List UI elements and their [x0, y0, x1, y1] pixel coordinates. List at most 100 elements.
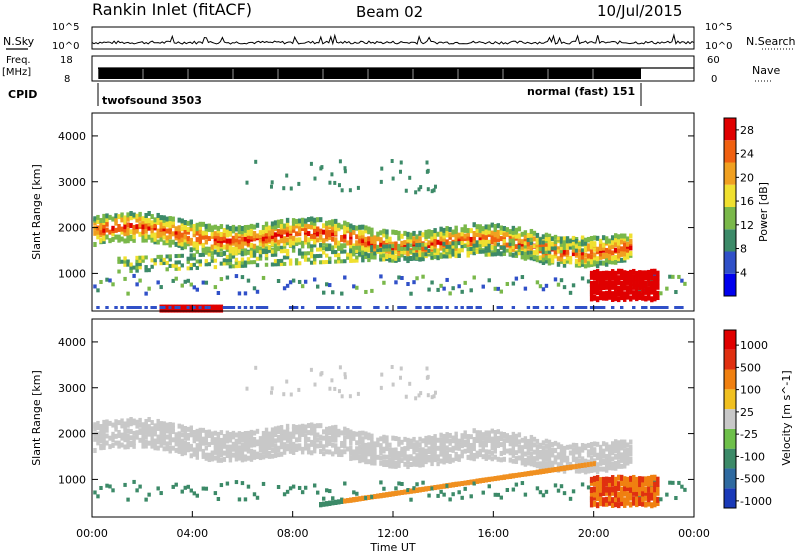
power-cell — [328, 259, 332, 264]
velocity-cell — [309, 367, 313, 372]
velocity-cell — [604, 486, 609, 493]
velocity-cell — [427, 454, 431, 460]
power-cell — [135, 228, 139, 234]
power-cell — [162, 257, 166, 262]
power-cell — [309, 247, 314, 252]
power-cell — [490, 222, 494, 228]
power-cell — [535, 280, 540, 285]
power-cell — [427, 229, 431, 235]
colorbar-tick-label: 28 — [740, 124, 754, 137]
power-cell — [592, 306, 597, 309]
power-cell — [261, 306, 266, 309]
power-cell — [144, 228, 148, 234]
velocity-cell — [583, 458, 588, 464]
velocity-cell — [466, 434, 470, 440]
velocity-cell — [499, 442, 504, 448]
velocity-cell — [583, 469, 588, 475]
velocity-cell — [132, 418, 136, 424]
power-cell — [442, 238, 446, 244]
velocity-cell — [201, 440, 206, 446]
power-cell — [204, 259, 209, 264]
velocity-cell — [156, 445, 160, 451]
power-cell — [445, 232, 449, 238]
power-cell — [162, 221, 166, 227]
power-cell — [382, 240, 386, 246]
velocity-cell — [610, 461, 615, 467]
velocity-cell — [289, 392, 293, 397]
power-cell — [517, 251, 522, 256]
velocity-cell — [123, 437, 127, 443]
velocity-cell — [343, 443, 347, 449]
power-cell — [183, 279, 187, 284]
velocity-cell — [385, 460, 389, 466]
power-cell — [592, 255, 597, 261]
power-cell — [415, 243, 419, 248]
velocity-cell — [626, 499, 630, 506]
velocity-cell — [204, 429, 209, 435]
velocity-cell — [559, 484, 564, 489]
power-cell — [436, 287, 440, 292]
velocity-cell — [571, 453, 576, 459]
velocity-cell — [623, 457, 627, 463]
power-cell — [592, 258, 597, 264]
power-cell — [394, 241, 398, 247]
velocity-cell — [526, 438, 531, 444]
power-cell — [132, 237, 136, 243]
velocity-cell — [499, 457, 504, 463]
velocity-cell — [343, 498, 347, 504]
power-cell — [472, 246, 476, 252]
velocity-cell — [529, 438, 534, 444]
power-cell — [644, 306, 648, 309]
velocity-cell — [403, 461, 407, 467]
power-cell — [96, 219, 100, 225]
velocity-cell — [418, 458, 422, 464]
power-cell — [216, 248, 221, 254]
velocity-cell — [541, 458, 546, 464]
power-cell — [496, 223, 501, 229]
velocity-cell — [183, 485, 187, 490]
power-cell — [322, 223, 326, 229]
power-cell — [352, 252, 356, 257]
power-cell — [592, 252, 597, 258]
velocity-cell — [562, 468, 567, 474]
power-cell — [334, 239, 338, 245]
power-cell — [141, 228, 145, 234]
velocity-cell — [180, 424, 184, 430]
power-cell — [526, 250, 531, 255]
power-cell — [553, 234, 558, 240]
velocity-cell — [650, 474, 654, 481]
power-cell — [379, 244, 383, 250]
power-cell — [120, 217, 124, 223]
velocity-cell — [285, 379, 289, 384]
power-cell — [144, 215, 148, 221]
velocity-cell — [463, 439, 467, 445]
velocity-cell — [219, 437, 224, 443]
power-cell — [219, 236, 224, 242]
velocity-cell — [379, 385, 383, 390]
power-cell — [273, 252, 278, 257]
date-title: 10/Jul/2015 — [597, 2, 682, 20]
power-cell — [189, 263, 193, 268]
power-cell — [355, 258, 359, 263]
power-cell — [424, 242, 428, 247]
velocity-cell — [237, 434, 242, 440]
velocity-cell — [448, 497, 452, 502]
velocity-cell — [541, 445, 546, 451]
power-cell — [222, 227, 227, 233]
velocity-cell — [96, 494, 100, 499]
velocity-cell — [632, 499, 636, 506]
power-cell — [505, 281, 510, 286]
power-cell — [325, 282, 329, 287]
colorbar-segment — [724, 468, 736, 489]
velocity-cell — [400, 439, 404, 445]
velocity-cell — [529, 470, 534, 476]
power-cell — [379, 237, 383, 243]
velocity-cell — [478, 448, 482, 454]
velocity-cell — [361, 436, 365, 442]
power-cell — [111, 231, 115, 237]
power-cell — [604, 247, 609, 253]
velocity-cell — [325, 431, 329, 437]
velocity-cell — [397, 490, 401, 496]
power-cell — [610, 306, 615, 309]
velocity-cell — [559, 462, 564, 468]
